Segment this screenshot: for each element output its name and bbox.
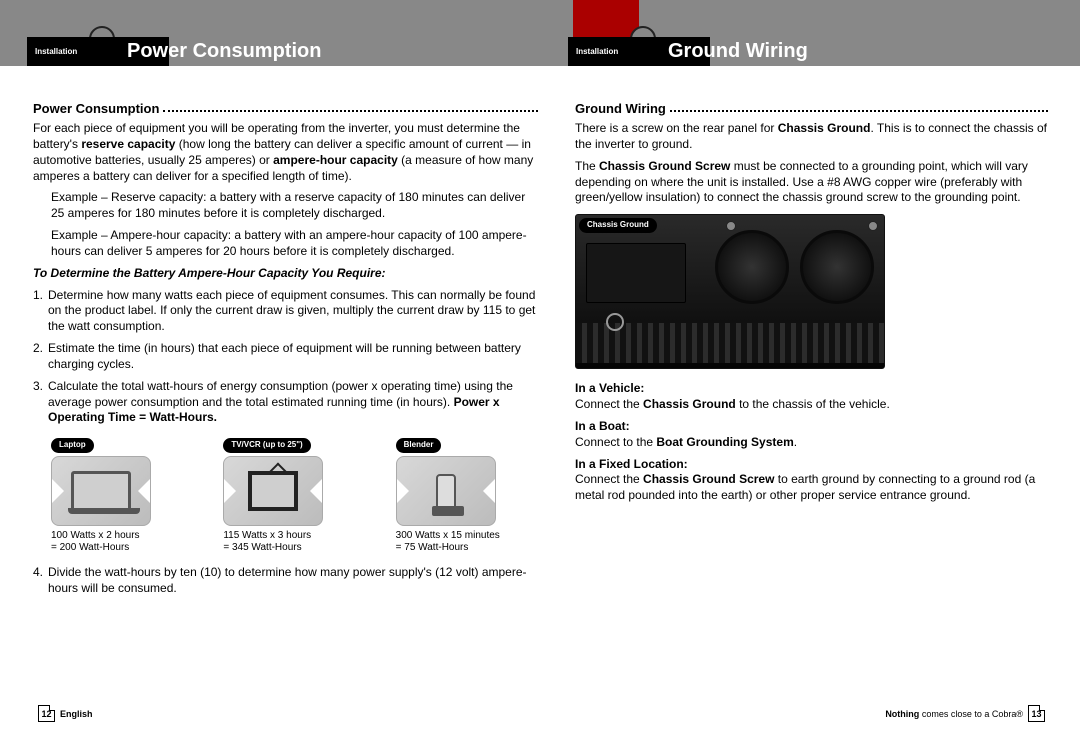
tab-label: Installation [576,47,618,56]
pill-label: Blender [396,438,442,453]
pill-label: TV/VCR (up to 25") [223,438,310,453]
footer-right: Nothing comes close to a Cobra® 13 [885,705,1050,722]
laptop-icon [51,456,151,526]
loc-body: Connect to the Boat Grounding System. [575,435,797,449]
section-title-left: Power Consumption [127,37,321,66]
blender-icon [396,456,496,526]
loc-head: In a Boat: [575,419,630,433]
wattage-examples: Laptop 100 Watts x 2 hours= 200 Watt-Hou… [51,436,538,555]
caption: 300 Watts x 15 minutes= 75 Watt-Hours [396,530,538,555]
caption: 100 Watts x 2 hours= 200 Watt-Hours [51,530,193,555]
example-tv: TV/VCR (up to 25") 115 Watts x 3 hours= … [223,436,365,555]
ground-intro: There is a screw on the rear panel for C… [575,121,1048,153]
example-reserve: Example – Reserve capacity: a battery wi… [51,190,538,222]
footer-lang: English [60,709,93,719]
dotline-icon [163,106,538,112]
page-number-left: 12 [38,705,55,722]
steps-list: 1.Determine how many watts each piece of… [33,288,538,427]
tab-label: Installation [35,47,77,56]
loc-head: In a Vehicle: [575,381,644,395]
dotline-icon [670,106,1048,112]
location-fixed: In a Fixed Location: Connect the Chassis… [575,457,1048,504]
location-boat: In a Boat: Connect to the Boat Grounding… [575,419,1048,451]
example-amphour: Example – Ampere-hour capacity: a batter… [51,228,538,260]
subhead-text: Power Consumption [33,100,159,117]
step-1: 1.Determine how many watts each piece of… [33,288,538,335]
example-blender: Blender 300 Watts x 15 minutes= 75 Watt-… [396,436,538,555]
subhead-ground-wiring: Ground Wiring [575,100,1048,117]
example-laptop: Laptop 100 Watts x 2 hours= 200 Watt-Hou… [51,436,193,555]
section-title-right: Ground Wiring [668,37,808,66]
footer-left: 12 English [33,705,93,722]
device-rear-panel-image: Chassis Ground [575,214,885,369]
left-column: Power Consumption For each piece of equi… [33,100,538,602]
pill-label: Laptop [51,438,94,453]
location-vehicle: In a Vehicle: Connect the Chassis Ground… [575,381,1048,413]
right-column: Ground Wiring There is a screw on the re… [575,100,1048,510]
subhead-text: Ground Wiring [575,100,666,117]
step-3: 3.Calculate the total watt-hours of ener… [33,379,538,426]
caption: 115 Watts x 3 hours= 345 Watt-Hours [223,530,365,555]
loc-body: Connect the Chassis Ground Screw to eart… [575,472,1035,502]
step-4: 4.Divide the watt-hours by ten (10) to d… [33,565,538,597]
chassis-ground-pill: Chassis Ground [579,218,657,233]
loc-head: In a Fixed Location: [575,457,688,471]
subhead-power-consumption: Power Consumption [33,100,538,117]
intro-paragraph: For each piece of equipment you will be … [33,121,538,184]
steps-list-cont: 4.Divide the watt-hours by ten (10) to d… [33,565,538,597]
loc-body: Connect the Chassis Ground to the chassi… [575,397,890,411]
tv-icon [223,456,323,526]
footer-tagline: Nothing comes close to a Cobra® [885,709,1023,719]
page-number-right: 13 [1028,705,1045,722]
determine-heading: To Determine the Battery Ampere-Hour Cap… [33,266,538,282]
ground-para2: The Chassis Ground Screw must be connect… [575,159,1048,206]
step-2: 2.Estimate the time (in hours) that each… [33,341,538,373]
